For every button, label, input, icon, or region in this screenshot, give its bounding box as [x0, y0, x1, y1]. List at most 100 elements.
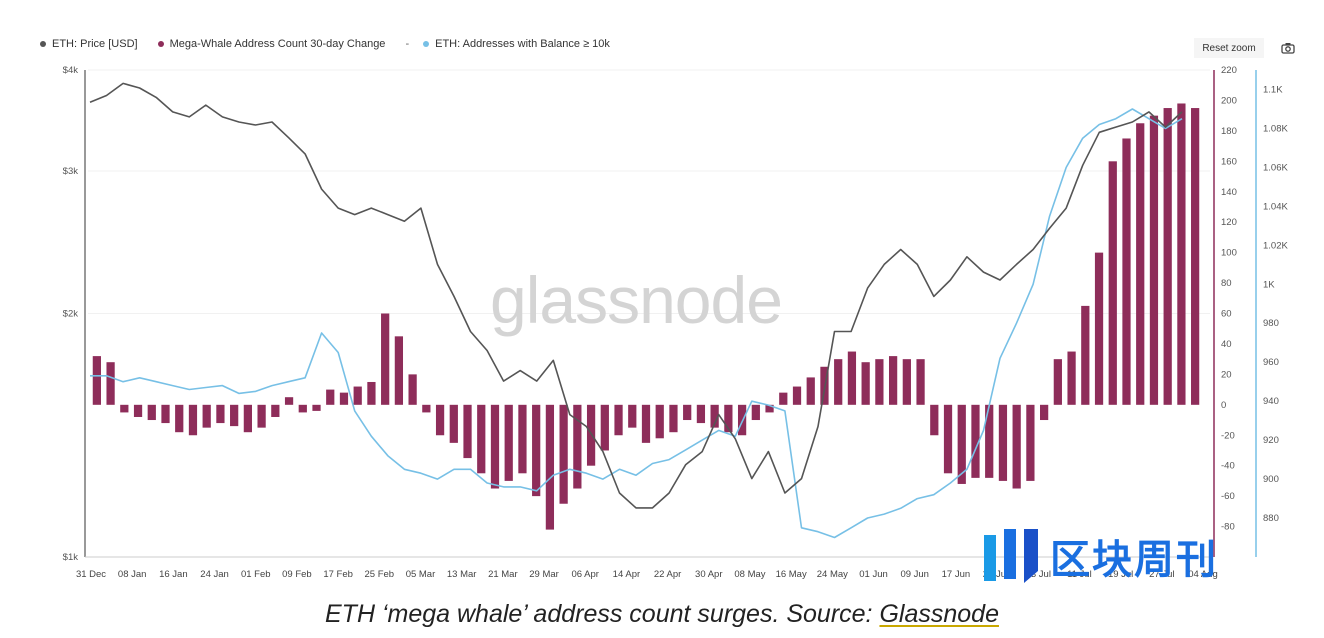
mega-whale-bar: [394, 336, 404, 405]
mega-whale-bar: [1136, 123, 1145, 405]
caption-source-link[interactable]: Glassnode: [879, 600, 999, 628]
mega-whale-bar: [573, 404, 582, 489]
mega-whale-bar: [312, 404, 321, 411]
y-mid-tick-label: 100: [1221, 248, 1237, 259]
camera-icon[interactable]: [1280, 40, 1296, 56]
mega-whale-bar: [861, 362, 870, 405]
mega-whale-bar: [257, 404, 266, 428]
price-dot-icon: [40, 41, 46, 47]
bar-logo-icon: [984, 529, 1038, 583]
mega-whale-bar: [902, 359, 911, 405]
mega-whale-bar: [175, 404, 184, 433]
y-right-tick-label: 880: [1263, 513, 1279, 524]
mega-whale-bar: [188, 404, 198, 436]
mega-whale-bar: [875, 359, 884, 405]
x-tick-label: 16 May: [776, 569, 807, 580]
mega-whale-bar: [847, 351, 857, 405]
mega-whale-bar: [765, 404, 774, 413]
reset-zoom-button[interactable]: Reset zoom: [1194, 38, 1264, 58]
y-left-tick-label: $1k: [63, 552, 79, 563]
mega-whale-bar: [971, 404, 980, 478]
x-tick-label: 17 Feb: [323, 569, 353, 580]
x-tick-label: 05 Mar: [406, 569, 436, 580]
addresses-dot-icon: [423, 41, 430, 47]
mega-whale-bar: [518, 404, 527, 474]
y-mid-tick-label: 120: [1221, 217, 1237, 228]
y-right-tick-label: 1.06K: [1263, 162, 1288, 173]
mega-whale-bar: [655, 404, 664, 439]
brand-text: 区块周刊: [1050, 537, 1218, 583]
x-tick-label: 25 Jun: [983, 569, 1012, 580]
y-mid-tick-label: 200: [1221, 95, 1237, 106]
mega-whale-bar: [449, 404, 458, 443]
legend-mega-whale-label: Mega-Whale Address Count 30-day Change: [169, 38, 386, 50]
y-mid-tick-label: 140: [1221, 187, 1237, 198]
legend-item-addresses[interactable]: ETH: Addresses with Balance ≥ 10k: [423, 38, 610, 50]
mega-whale-bar: [147, 404, 156, 421]
x-tick-label: 24 May: [817, 569, 848, 580]
y-right-tick-label: 980: [1263, 318, 1279, 329]
mega-whale-bar: [545, 404, 555, 530]
y-mid-tick-label: 80: [1221, 278, 1232, 289]
y-mid-tick-label: 180: [1221, 126, 1237, 137]
x-tick-label: 08 May: [734, 569, 765, 580]
x-tick-label: 06 Apr: [571, 569, 598, 580]
mega-whale-bar: [271, 404, 280, 417]
mega-whale-bar: [216, 404, 225, 424]
mega-whale-bar: [724, 404, 733, 433]
x-tick-label: 25 Feb: [365, 569, 395, 580]
mega-whale-bar: [600, 404, 609, 451]
mega-whale-bar: [339, 392, 349, 405]
x-tick-label: 09 Feb: [282, 569, 312, 580]
price-line: [89, 82, 1183, 509]
x-tick-label: 13 Mar: [447, 569, 477, 580]
mega-whale-dot-icon: [157, 41, 164, 47]
mega-whale-bar: [1149, 115, 1159, 405]
y-mid-tick-label: 0: [1221, 400, 1226, 411]
x-tick-label: 19 Jul: [1108, 569, 1133, 580]
mega-whale-bar: [326, 389, 335, 405]
mega-whale-bar: [1067, 351, 1076, 405]
x-tick-label: 11 Jul: [1067, 569, 1092, 580]
y-right-tick-label: 900: [1263, 474, 1279, 485]
legend-item-price[interactable]: ETH: Price [USD]: [40, 38, 138, 50]
glassnode-watermark: glassnode: [490, 263, 783, 337]
x-tick-label: 08 Jan: [118, 569, 147, 580]
y-left-tick-label: $4k: [63, 65, 79, 76]
mega-whale-bar: [477, 404, 486, 474]
x-tick-label: 31 Dec: [76, 569, 106, 580]
legend-dash: -: [405, 38, 410, 50]
x-tick-label: 04 Aug: [1188, 569, 1218, 580]
mega-whale-bar: [998, 404, 1008, 481]
mega-whale-bar: [92, 356, 101, 405]
mega-whale-bar: [957, 404, 966, 484]
mega-whale-bar: [641, 404, 651, 443]
mega-whale-bar: [943, 404, 953, 474]
y-right-tick-label: 960: [1263, 357, 1279, 368]
caption-text: ETH ‘mega whale’ address count surges. S…: [325, 600, 880, 628]
mega-whale-bar: [1081, 305, 1090, 405]
caption: ETH ‘mega whale’ address count surges. S…: [0, 600, 1324, 629]
mega-whale-bar: [298, 404, 307, 413]
y-right-tick-label: 920: [1263, 435, 1279, 446]
y-mid-tick-label: 60: [1221, 309, 1232, 320]
x-tick-label: 16 Jan: [159, 569, 188, 580]
y-mid-tick-label: -80: [1221, 522, 1235, 533]
legend-item-mega-whale[interactable]: Mega-Whale Address Count 30-day Change: [157, 38, 386, 50]
y-right-tick-label: 1.02K: [1263, 240, 1288, 251]
mega-whale-bar: [916, 359, 925, 405]
mega-whale-bar: [1108, 161, 1117, 405]
mega-whale-bar: [1026, 404, 1035, 481]
x-tick-label: 21 Mar: [488, 569, 518, 580]
mega-whale-bar: [628, 404, 637, 428]
mega-whale-bar: [586, 404, 596, 466]
y-mid-tick-label: 220: [1221, 65, 1237, 76]
x-tick-label: 24 Jan: [200, 569, 229, 580]
mega-whale-bar: [504, 404, 513, 481]
mega-whale-bar: [381, 313, 390, 405]
y-mid-tick-label: 160: [1221, 156, 1237, 167]
x-tick-label: 09 Jun: [900, 569, 929, 580]
mega-whale-bar: [463, 404, 472, 459]
mega-whale-bar: [202, 404, 211, 428]
y-left-tick-label: $2k: [63, 309, 79, 320]
